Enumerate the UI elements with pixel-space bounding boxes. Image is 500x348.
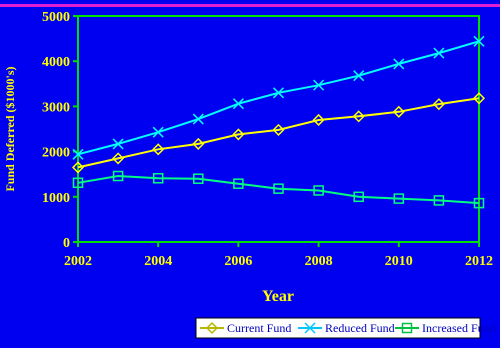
data-point-increased-fund bbox=[353, 191, 364, 203]
data-point-reduced-fund bbox=[152, 126, 164, 138]
data-point-reduced-fund bbox=[72, 148, 84, 160]
data-point-reduced-fund bbox=[272, 87, 285, 99]
data-point-increased-fund bbox=[152, 173, 164, 184]
x-tick-label: 2002 bbox=[64, 254, 92, 269]
y-tick-label: 2000 bbox=[42, 146, 70, 161]
data-point-current-fund bbox=[472, 92, 486, 105]
y-axis-ticks: 0 1000 2000 3000 4000 5000 bbox=[42, 10, 78, 251]
legend: Current Fund Reduced Fund Increased Fund bbox=[195, 317, 496, 339]
legend-label-reduced-fund: Reduced Fund bbox=[325, 321, 395, 335]
data-point-current-fund bbox=[71, 161, 85, 174]
data-point-increased-fund bbox=[313, 185, 324, 196]
data-point-reduced-fund bbox=[313, 79, 325, 91]
plot-area-frame bbox=[77, 15, 480, 243]
data-point-increased-fund bbox=[473, 197, 485, 209]
data-point-reduced-fund bbox=[192, 113, 204, 125]
data-point-increased-fund bbox=[72, 177, 84, 189]
y-tick-label: 5000 bbox=[42, 10, 70, 25]
data-point-current-fund bbox=[112, 152, 125, 165]
data-point-current-fund bbox=[352, 110, 365, 123]
data-point-reduced-fund bbox=[232, 98, 244, 110]
series-line-increased-fund bbox=[77, 174, 480, 205]
data-point-current-fund bbox=[312, 113, 325, 127]
series-line-current-fund bbox=[77, 97, 480, 169]
data-point-reduced-fund bbox=[393, 58, 405, 70]
y-tick-label: 4000 bbox=[42, 55, 70, 70]
legend-marker-current-fund bbox=[205, 321, 219, 335]
data-point-increased-fund bbox=[112, 170, 124, 182]
x-tick-label: 2004 bbox=[144, 254, 172, 269]
data-point-reduced-fund bbox=[353, 70, 365, 82]
data-point-reduced-fund bbox=[433, 47, 445, 59]
data-point-current-fund bbox=[432, 98, 445, 111]
y-axis-label: Fund Deferred ($1000's) bbox=[3, 66, 17, 191]
legend-marker-reduced-fund bbox=[304, 322, 316, 334]
series-markers bbox=[71, 35, 486, 209]
series-line-reduced-fund bbox=[77, 40, 480, 156]
data-point-increased-fund bbox=[433, 195, 445, 206]
y-tick-label: 0 bbox=[63, 236, 70, 251]
x-tick-label: 2008 bbox=[305, 254, 333, 269]
data-point-increased-fund bbox=[193, 173, 204, 184]
x-axis-label: Year bbox=[262, 288, 294, 305]
legend-label-increased-fund: Increased Fund bbox=[422, 321, 496, 335]
top-accent-rule bbox=[0, 4, 500, 7]
data-point-reduced-fund bbox=[473, 35, 485, 47]
data-point-increased-fund bbox=[393, 193, 405, 204]
data-point-current-fund bbox=[392, 105, 405, 118]
legend-marker-increased-fund bbox=[401, 322, 413, 334]
data-point-reduced-fund bbox=[112, 138, 124, 150]
series-lines bbox=[77, 40, 480, 205]
x-tick-label: 2012 bbox=[465, 254, 493, 269]
y-tick-label: 3000 bbox=[42, 100, 70, 115]
data-point-increased-fund bbox=[273, 183, 284, 194]
data-point-increased-fund bbox=[233, 178, 244, 189]
data-point-current-fund bbox=[272, 123, 285, 136]
x-axis-ticks: 2002 2004 2006 2008 2010 2012 bbox=[64, 242, 493, 269]
legend-label-current-fund: Current Fund bbox=[227, 321, 291, 335]
data-point-current-fund bbox=[232, 128, 245, 141]
data-point-current-fund bbox=[192, 137, 205, 150]
y-tick-label: 1000 bbox=[42, 191, 70, 206]
x-tick-label: 2010 bbox=[385, 254, 413, 269]
x-tick-label: 2006 bbox=[224, 254, 252, 269]
data-point-current-fund bbox=[152, 143, 165, 156]
